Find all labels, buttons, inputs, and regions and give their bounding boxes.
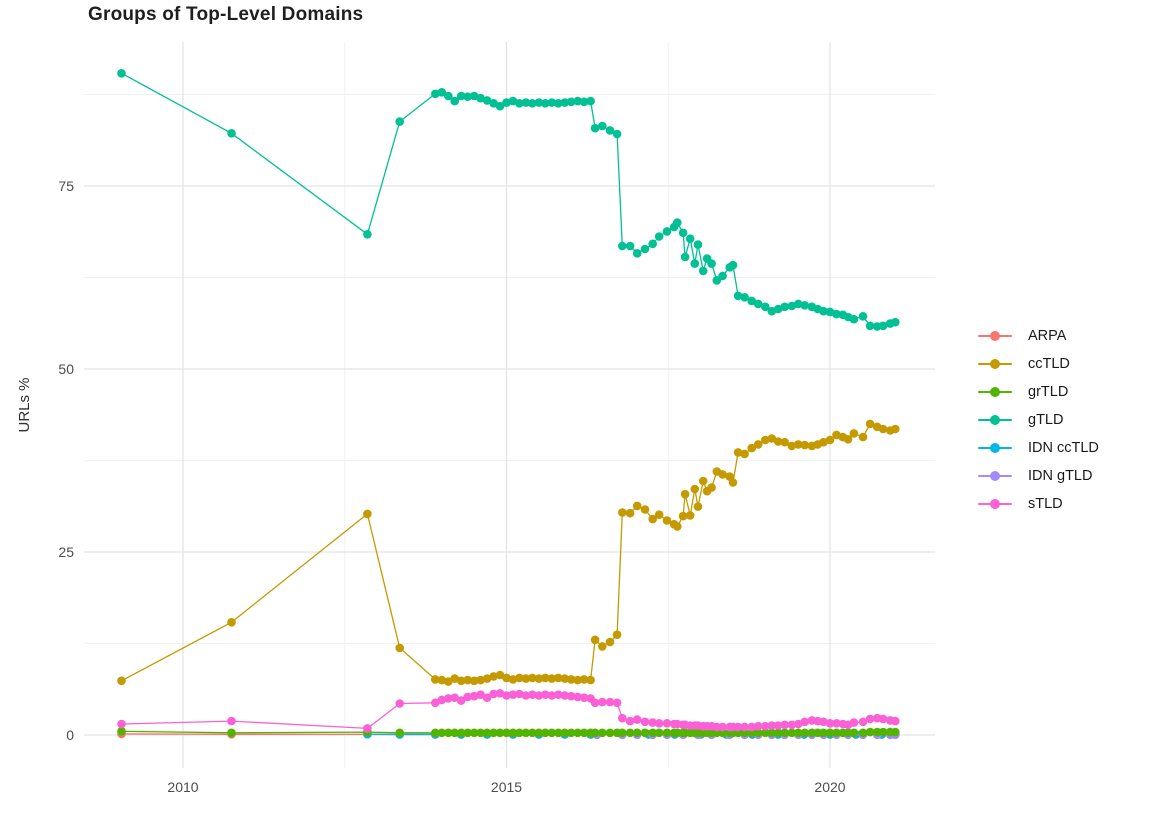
x-axis-tick-labels: 2010 2015 2020 (167, 779, 845, 795)
svg-text:2020: 2020 (814, 779, 845, 795)
legend-item-arpa: ARPA (978, 322, 1099, 350)
svg-text:50: 50 (58, 361, 74, 377)
series-gtld (117, 69, 900, 331)
svg-text:75: 75 (58, 178, 74, 194)
legend-item-label: gTLD (1028, 412, 1064, 428)
series-grtld (117, 727, 900, 738)
legend-key-icon (978, 386, 1012, 398)
legend-item-cctld: ccTLD (978, 350, 1099, 378)
svg-text:25: 25 (58, 544, 74, 560)
legend-item-label: sTLD (1028, 496, 1063, 512)
legend-item-idn-gtld: IDN gTLD (978, 462, 1099, 490)
legend: ARPA ccTLD grTLD gTLD IDN ccTLD IDN gTLD… (978, 322, 1099, 518)
chart-title: Groups of Top-Level Domains (88, 4, 364, 25)
series-stld (117, 689, 900, 733)
legend-item-label: IDN gTLD (1028, 468, 1093, 484)
legend-item-label: ccTLD (1028, 356, 1070, 372)
series-cctld (117, 419, 900, 686)
y-axis-tick-labels: 0 25 50 75 (58, 178, 74, 743)
legend-item-stld: sTLD (978, 490, 1099, 518)
svg-text:0: 0 (66, 727, 74, 743)
legend-key-icon (978, 330, 1012, 342)
legend-item-label: IDN ccTLD (1028, 440, 1099, 456)
legend-item-gtld: gTLD (978, 406, 1099, 434)
legend-key-icon (978, 358, 1012, 370)
legend-key-icon (978, 414, 1012, 426)
legend-key-icon (978, 498, 1012, 510)
legend-item-idn-cctld: IDN ccTLD (978, 434, 1099, 462)
y-axis-title: URLs % (16, 377, 33, 433)
legend-key-icon (978, 442, 1012, 454)
legend-item-label: grTLD (1028, 384, 1069, 400)
svg-text:2015: 2015 (491, 779, 522, 795)
legend-key-icon (978, 470, 1012, 482)
legend-item-grtld: grTLD (978, 378, 1099, 406)
gridlines-minor (84, 42, 935, 768)
legend-item-label: ARPA (1028, 328, 1067, 344)
svg-text:2010: 2010 (167, 779, 198, 795)
gridlines-major (84, 42, 935, 768)
